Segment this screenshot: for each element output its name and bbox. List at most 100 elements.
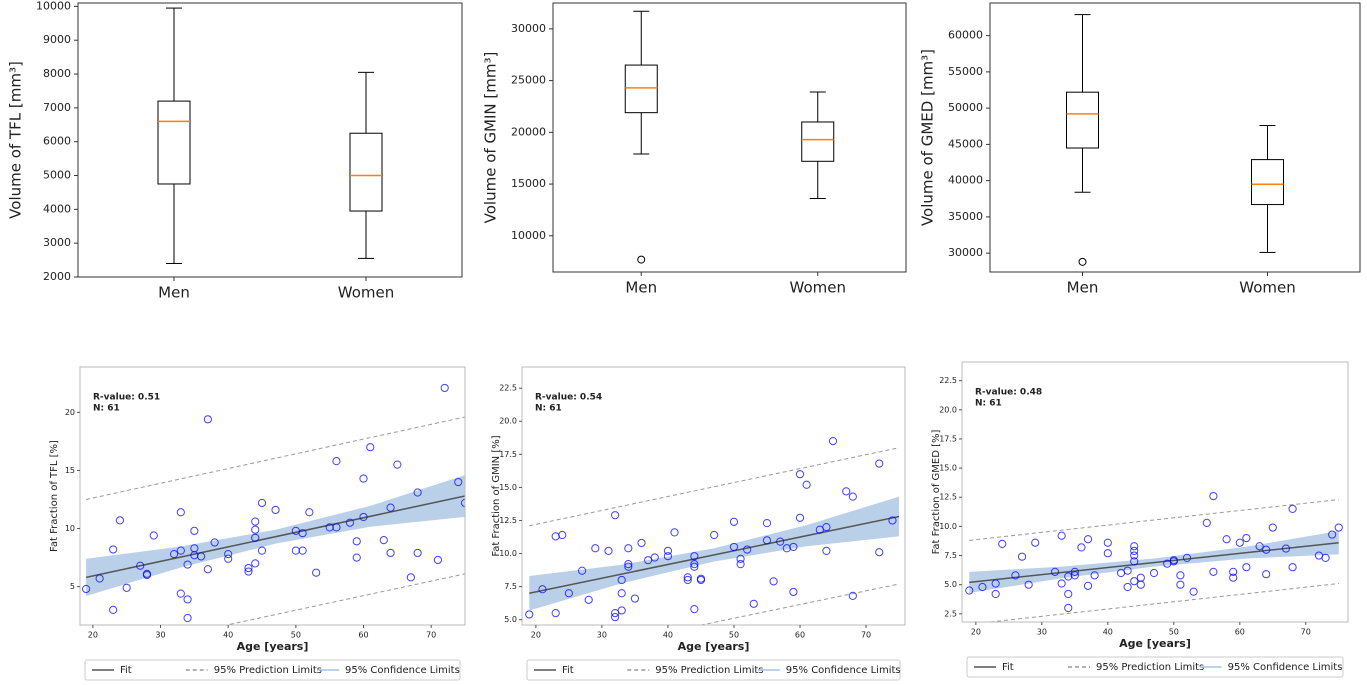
point (257, 546, 267, 555)
confidence-band (529, 496, 900, 611)
point (848, 591, 857, 600)
point (690, 562, 699, 571)
point (406, 573, 415, 582)
legend-label: Fit (1002, 662, 1014, 673)
annotation: N: 61 (535, 404, 562, 414)
point (1334, 523, 1343, 532)
point (1262, 545, 1271, 554)
x-tick-label: 20 (971, 628, 981, 637)
point (1031, 538, 1040, 547)
box (349, 132, 383, 212)
plot-frame (77, 2, 463, 278)
point (1077, 543, 1086, 552)
point (386, 503, 395, 512)
y-tick-label: 5.0 (944, 580, 957, 589)
legend-label: 95% Prediction Limits (214, 665, 322, 676)
y-tick-label: 50000 (948, 101, 983, 114)
y-tick-label: 40000 (948, 174, 983, 187)
point (251, 533, 260, 542)
point (762, 536, 772, 545)
point (176, 589, 185, 598)
point (822, 522, 831, 532)
plot-area (81, 383, 465, 625)
point (789, 587, 798, 597)
point (630, 594, 640, 603)
point (789, 542, 798, 552)
y-tick-label: 7000 (43, 101, 71, 114)
point (244, 563, 253, 573)
point (769, 577, 778, 586)
y-tick-label: 25000 (511, 74, 546, 87)
y-axis-label: Fat Fraction of GMED [%] (931, 429, 942, 554)
x-tick-label: 60 (795, 631, 805, 640)
y-tick-label: 17.5 (939, 434, 957, 443)
point (736, 560, 745, 569)
point (1083, 581, 1093, 590)
confidence-band (86, 475, 465, 596)
point (1136, 573, 1145, 582)
point (176, 546, 185, 555)
point (624, 562, 633, 571)
y-tick-label: 10.0 (939, 522, 957, 531)
point (109, 605, 118, 614)
point (1083, 535, 1093, 544)
point (115, 516, 125, 525)
point (359, 474, 368, 483)
x-tick-label: 40 (1103, 628, 1113, 637)
y-tick-label: 30000 (511, 22, 546, 35)
plot-frame (961, 361, 1349, 623)
annotation: N: 61 (975, 399, 1002, 409)
annotation: R-value: 0.51 (93, 393, 160, 403)
point (440, 383, 449, 393)
y-tick-label: 4000 (43, 202, 71, 215)
point (743, 545, 752, 554)
y-tick-label: 3000 (43, 236, 71, 249)
point (577, 566, 587, 575)
point (1242, 563, 1251, 572)
x-tick-label: 70 (426, 631, 436, 640)
point (762, 519, 772, 528)
point (1017, 552, 1027, 561)
point (736, 554, 745, 563)
y-axis-label: Fat Fraction of GMIN [%] (491, 435, 502, 556)
y-tick-label: 5.0 (504, 615, 517, 624)
x-tick-label: Women (790, 279, 846, 297)
y-tick-label: 45000 (948, 137, 983, 150)
point (244, 567, 253, 576)
point (624, 544, 633, 553)
point (1123, 582, 1132, 592)
legend-label: 95% Prediction Limits (1096, 662, 1204, 673)
plot-area (525, 436, 900, 625)
point (670, 528, 679, 537)
point (393, 460, 402, 469)
y-tick-label: 22.5 (499, 384, 517, 393)
point (604, 546, 613, 556)
point (690, 560, 699, 569)
point (1163, 559, 1172, 568)
point (611, 511, 620, 520)
point (875, 548, 884, 557)
point (617, 575, 626, 585)
point (359, 512, 368, 522)
point (1090, 571, 1099, 580)
x-tick-label: 20 (531, 631, 541, 640)
point (176, 508, 185, 517)
point (611, 612, 620, 622)
point (1057, 579, 1066, 588)
point (978, 582, 987, 592)
y-tick-label: 17.5 (499, 450, 517, 459)
point (352, 553, 361, 562)
point (828, 436, 838, 446)
point (551, 532, 560, 541)
point (298, 546, 307, 555)
point (1130, 546, 1139, 555)
point (257, 498, 267, 508)
point (663, 546, 673, 556)
y-tick-label: 10000 (36, 0, 71, 12)
point (251, 517, 260, 526)
y-tick-label: 7.5 (504, 582, 517, 591)
point (298, 529, 307, 538)
y-tick-label: 12.5 (499, 516, 517, 525)
point (332, 523, 341, 532)
point (1328, 530, 1337, 539)
